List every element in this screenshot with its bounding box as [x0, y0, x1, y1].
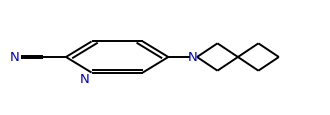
Text: N: N — [188, 51, 198, 64]
Text: N: N — [80, 73, 89, 86]
Text: N: N — [9, 51, 19, 64]
